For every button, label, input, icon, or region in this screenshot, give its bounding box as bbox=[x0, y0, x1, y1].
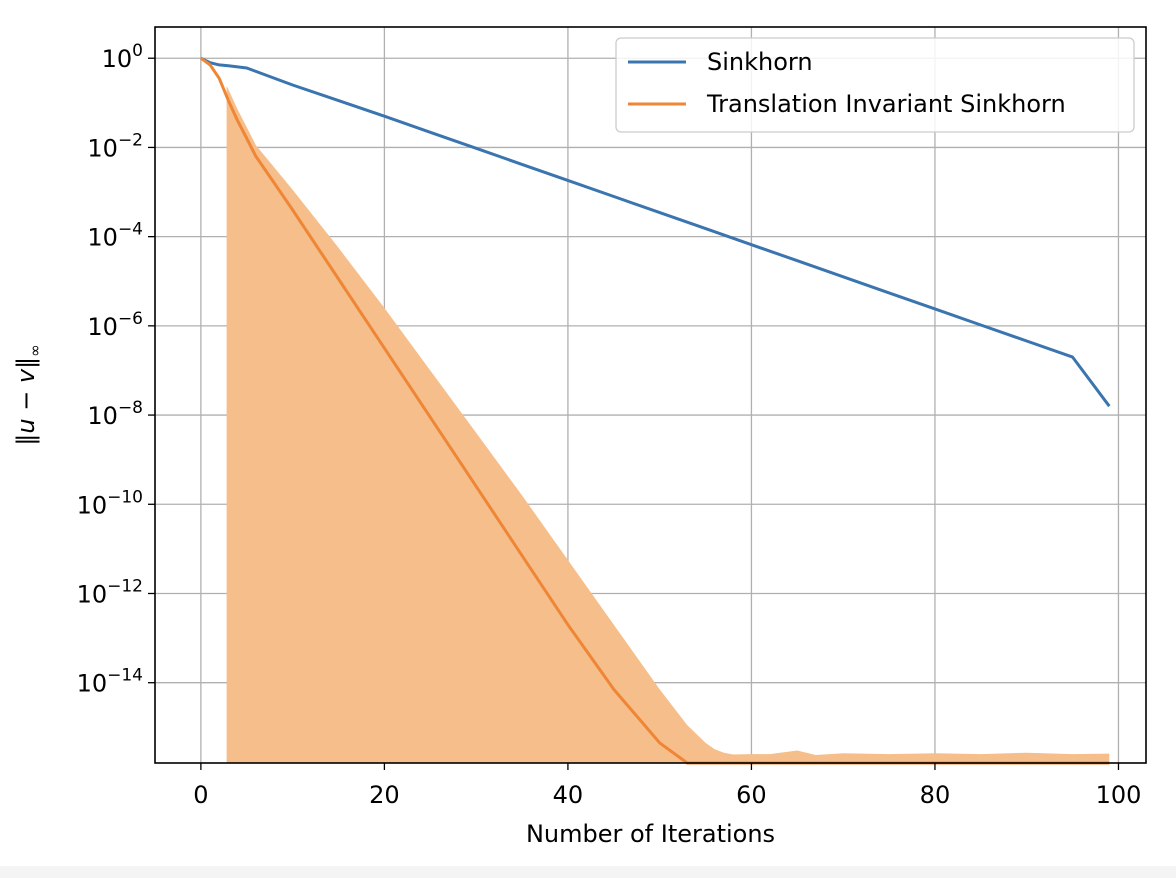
y-tick-label: 10−10 bbox=[77, 487, 143, 519]
x-tick-label: 100 bbox=[1096, 781, 1142, 809]
legend-label: Sinkhorn bbox=[707, 48, 813, 76]
axes-frame bbox=[154, 26, 1147, 764]
x-axis-label: Number of Iterations bbox=[526, 820, 775, 848]
x-axis-ticks: 0 20 40 60 80 100 bbox=[193, 763, 1141, 809]
y-axis-label: ‖u − v‖∞ bbox=[12, 344, 44, 445]
x-tick-label: 60 bbox=[736, 781, 767, 809]
x-tick-label: 0 bbox=[193, 781, 208, 809]
footer-band bbox=[0, 866, 1176, 878]
legend-box bbox=[615, 37, 1135, 133]
y-label-v: v bbox=[12, 368, 40, 383]
y-axis-ticks: 100 10−2 10−4 10−6 10−8 10−10 10−12 10−14 bbox=[77, 41, 155, 698]
x-tick-label: 80 bbox=[920, 781, 951, 809]
y-tick-label: 10−14 bbox=[77, 666, 143, 698]
y-tick-label: 10−2 bbox=[87, 130, 143, 162]
y-label-sub: ∞ bbox=[26, 344, 44, 357]
y-label-open: ‖ bbox=[12, 434, 40, 446]
y-tick-label: 10−8 bbox=[87, 398, 143, 430]
y-label-u: u bbox=[12, 418, 40, 433]
translation-invariant-band bbox=[226, 85, 1110, 763]
y-tick-label: 10−12 bbox=[77, 576, 143, 608]
y-label-close: ‖ bbox=[12, 357, 40, 369]
confidence-band bbox=[226, 85, 1110, 763]
x-tick-label: 20 bbox=[369, 781, 400, 809]
legend: Sinkhorn Translation Invariant Sinkhorn bbox=[615, 37, 1135, 133]
y-label-minus: − bbox=[12, 383, 40, 418]
y-tick-label: 10−6 bbox=[87, 309, 143, 341]
y-tick-label: 10−4 bbox=[87, 220, 143, 252]
sinkhorn-line bbox=[200, 56, 1111, 408]
y-tick-label: 100 bbox=[102, 41, 143, 73]
legend-label: Translation Invariant Sinkhorn bbox=[706, 90, 1066, 118]
x-tick-label: 40 bbox=[553, 781, 584, 809]
